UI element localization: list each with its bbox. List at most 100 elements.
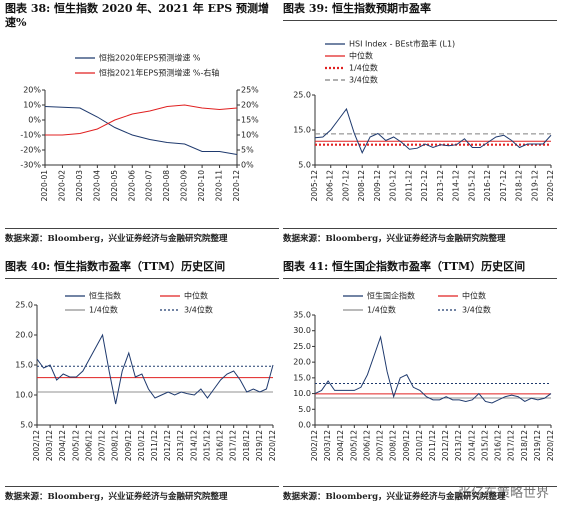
x-tick-label: 2009-12 [373, 170, 382, 202]
x-tick-label: 2007/12 [376, 430, 385, 461]
chart-panel: 图表 38: 恒生指数 2020 年、2021 年 EPS 预测增速% 20% 10… [5, 0, 279, 250]
y-tick-label: 30.0 [293, 326, 311, 335]
x-tick-label: 2002/12 [310, 430, 319, 461]
x-tick-label: 2020-07 [145, 170, 154, 202]
x-tick-label: 2020-03 [75, 170, 84, 202]
x-tick-label: 2002/12 [32, 430, 41, 461]
legend-label: 恒生国企指数 [367, 291, 415, 301]
chart-title: 图表 38: 恒生指数 2020 年、2021 年 EPS 预测增速% [5, 2, 270, 29]
legend-label: 1/4位数 [89, 305, 118, 315]
y-tick-label: 10.0 [15, 391, 33, 400]
x-tick-label: 2014/12 [467, 430, 476, 461]
y-tick-label: 15.0 [293, 126, 311, 135]
y-tick-label: 15.0 [15, 361, 33, 370]
chart-panel: 图表 40: 恒生指数市盈率（TTM）历史区间 25.0 20.0 15.0 10.0 5… [5, 258, 279, 508]
series-line [45, 104, 238, 136]
x-tick-label: 2020-05 [110, 170, 119, 202]
x-tick-label: 2012-12 [420, 170, 429, 202]
x-tick-label: 2020-12 [232, 170, 241, 202]
y2-tick-label: 0% [241, 161, 254, 170]
x-tick-label: 2014-12 [452, 170, 461, 202]
x-tick-label: 2009/12 [124, 430, 133, 461]
x-tick-label: 2018/12 [520, 430, 529, 461]
y2-tick-label: 10% [241, 131, 259, 140]
x-tick-label: 2020-09 [180, 170, 189, 202]
x-tick-label: 2020/12 [546, 430, 555, 461]
series-line [314, 107, 552, 154]
y-tick-label: 5.0 [20, 421, 33, 430]
x-tick-label: 2018/12 [242, 430, 251, 461]
x-tick-label: 2004/12 [58, 430, 67, 461]
x-tick-label: 2007/12 [98, 430, 107, 461]
x-tick-label: 2015/12 [480, 430, 489, 461]
y-tick-label: 25.0 [15, 301, 33, 310]
x-tick-label: 2017/12 [229, 430, 238, 461]
y-tick-label: 15.0 [293, 373, 311, 382]
x-tick-label: 2020-01 [40, 170, 49, 202]
x-tick-label: 2013/12 [176, 430, 185, 461]
x-tick-label: 2011-12 [404, 170, 413, 202]
x-tick-label: 2020-08 [162, 170, 171, 202]
x-tick-label: 2006/12 [84, 430, 93, 461]
series-line [314, 335, 552, 404]
x-tick-label: 2016/12 [216, 430, 225, 461]
x-tick-label: 2003/12 [45, 430, 54, 461]
x-tick-label: 2005/12 [71, 430, 80, 461]
x-tick-label: 2015/12 [202, 430, 211, 461]
x-tick-label: 2019/12 [255, 430, 264, 461]
series-line [36, 333, 274, 405]
x-tick-label: 2008-12 [357, 170, 366, 202]
y-tick-label: 20.0 [293, 358, 311, 367]
x-tick-label: 2011/12 [150, 430, 159, 461]
x-tick-label: 2007-12 [341, 170, 350, 202]
x-tick-label: 2016-12 [483, 170, 492, 202]
legend-label: 1/4位数 [367, 305, 396, 315]
y-tick-label: 20% [23, 86, 41, 95]
legend-label: 3/4位数 [349, 75, 378, 85]
x-tick-label: 2019-12 [530, 170, 539, 202]
x-tick-label: 2011/12 [428, 430, 437, 461]
x-tick-label: 2017-12 [499, 170, 508, 202]
y-tick-label: 5.0 [298, 161, 311, 170]
x-tick-label: 2005-12 [310, 170, 319, 202]
chart-title: 图表 39: 恒生指数预期市盈率 [283, 2, 432, 15]
x-tick-label: 2016/12 [494, 430, 503, 461]
y2-tick-label: 25% [241, 86, 259, 95]
title-rule [283, 278, 557, 279]
x-tick-label: 2003/12 [323, 430, 332, 461]
x-tick-label: 2020-10 [197, 170, 206, 202]
x-tick-label: 2020/12 [268, 430, 277, 461]
x-tick-label: 2010/12 [137, 430, 146, 461]
x-tick-label: 2004/12 [336, 430, 345, 461]
source-note: 数据来源：Bloomberg，兴业证券经济与金融研究院整理 [5, 486, 279, 502]
y-tick-label: 0% [28, 116, 41, 125]
y-tick-label: 35.0 [293, 311, 311, 320]
chart-panel: 图表 39: 恒生指数预期市盈率 25.0 15.0 5.0 2005-12 2006-1… [283, 0, 557, 250]
y-tick-label: -10% [20, 131, 41, 140]
source-note: 数据来源：Bloomberg，兴业证券经济与金融研究院整理 [283, 486, 557, 502]
x-tick-label: 2012/12 [163, 430, 172, 461]
title-rule [5, 278, 279, 279]
legend-label: 3/4位数 [184, 305, 213, 315]
x-tick-label: 2020-02 [57, 170, 66, 202]
x-tick-label: 2008/12 [111, 430, 120, 461]
source-note: 数据来源：Bloomberg，兴业证券经济与金融研究院整理 [283, 228, 557, 244]
legend-label: 3/4位数 [462, 305, 491, 315]
y2-tick-label: 15% [241, 116, 259, 125]
y-tick-label: -30% [20, 161, 41, 170]
x-tick-label: 2017/12 [507, 430, 516, 461]
x-tick-label: 2006/12 [362, 430, 371, 461]
y-tick-label: 25.0 [293, 342, 311, 351]
x-tick-label: 2009/12 [402, 430, 411, 461]
y-tick-label: -20% [20, 146, 41, 155]
x-tick-label: 2019/12 [533, 430, 542, 461]
x-tick-label: 2012/12 [441, 430, 450, 461]
legend-label: 中位数 [184, 291, 208, 301]
chart-title: 图表 40: 恒生指数市盈率（TTM）历史区间 [5, 260, 226, 273]
series-line [44, 106, 238, 155]
x-tick-label: 2010-12 [389, 170, 398, 202]
